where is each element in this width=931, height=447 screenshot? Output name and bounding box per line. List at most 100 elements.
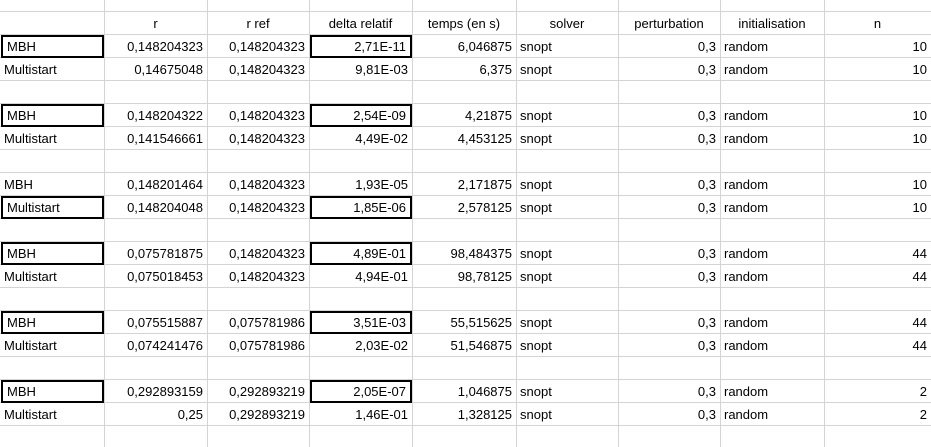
cell-delta-relatif[interactable]: 4,94E-01: [355, 269, 408, 284]
cell-delta-relatif[interactable]: 4,89E-01: [310, 242, 412, 265]
cell-method[interactable]: [0, 150, 104, 173]
cell-delta-relatif[interactable]: [309, 81, 412, 104]
cell-initialisation[interactable]: [720, 150, 824, 173]
cell-method[interactable]: MBH: [1, 35, 104, 58]
cell-method[interactable]: [0, 219, 104, 242]
cell-r[interactable]: 0,148204323: [127, 39, 203, 54]
cell-initialisation[interactable]: random: [724, 269, 769, 284]
cell-perturbation[interactable]: 0,3: [697, 131, 716, 146]
cell-solver[interactable]: snopt: [520, 108, 552, 123]
cell-n[interactable]: 10: [912, 39, 927, 54]
cell-perturbation[interactable]: 0,3: [697, 269, 716, 284]
cell-temps[interactable]: [412, 150, 516, 173]
cell-method[interactable]: MBH: [1, 104, 104, 127]
cell-method[interactable]: Multistart: [4, 407, 57, 422]
cell-solver[interactable]: snopt: [520, 246, 552, 261]
cell-temps[interactable]: [412, 357, 516, 380]
cell-solver[interactable]: snopt: [520, 315, 552, 330]
header-cell-perturbation[interactable]: perturbation: [634, 16, 704, 31]
cell-r[interactable]: 0,148204048: [127, 200, 203, 215]
cell-r-ref[interactable]: 0,148204323: [229, 246, 305, 261]
cell-method[interactable]: Multistart: [1, 196, 104, 219]
header-cell-method[interactable]: [0, 12, 104, 35]
cell-n[interactable]: [824, 288, 931, 311]
cell-r-ref[interactable]: 0,148204323: [229, 131, 305, 146]
cell-r[interactable]: 0,14675048: [134, 62, 203, 77]
cell-solver[interactable]: snopt: [520, 384, 552, 399]
cell-r[interactable]: 0,074241476: [127, 338, 203, 353]
cell-delta-relatif[interactable]: 2,05E-07: [310, 380, 412, 403]
cell-perturbation[interactable]: [618, 150, 720, 173]
cell-temps[interactable]: 98,484375: [450, 246, 512, 261]
cell-method[interactable]: [0, 81, 104, 104]
cell-delta-relatif[interactable]: 3,51E-03: [310, 311, 412, 334]
cell-initialisation[interactable]: random: [724, 177, 769, 192]
cell-solver[interactable]: snopt: [520, 131, 552, 146]
cell-r-ref[interactable]: [207, 219, 309, 242]
cell-method[interactable]: Multistart: [4, 131, 57, 146]
cell-perturbation[interactable]: 0,3: [697, 39, 716, 54]
cell-initialisation[interactable]: [720, 288, 824, 311]
cell-temps[interactable]: 4,453125: [457, 131, 512, 146]
cell-r-ref[interactable]: 0,292893219: [229, 407, 305, 422]
cell-temps[interactable]: 2,578125: [457, 200, 512, 215]
header-cell-temps[interactable]: temps (en s): [427, 16, 501, 31]
cell-delta-relatif[interactable]: 2,54E-09: [310, 104, 412, 127]
cell-initialisation[interactable]: random: [724, 407, 769, 422]
cell-solver[interactable]: [516, 81, 618, 104]
cell-n[interactable]: 10: [912, 131, 927, 146]
cell-method[interactable]: MBH: [1, 311, 104, 334]
cell-r-ref[interactable]: [207, 81, 309, 104]
cell-perturbation[interactable]: 0,3: [697, 62, 716, 77]
cell-r[interactable]: 0,25: [177, 407, 203, 422]
cell-r-ref[interactable]: 0,148204323: [229, 177, 305, 192]
cell-initialisation[interactable]: [720, 357, 824, 380]
cell-solver[interactable]: [516, 150, 618, 173]
header-cell-n[interactable]: n: [873, 16, 882, 31]
cell-initialisation[interactable]: random: [724, 384, 769, 399]
cell-n[interactable]: 44: [912, 315, 927, 330]
cell-perturbation[interactable]: [618, 81, 720, 104]
header-cell-initialisation[interactable]: initialisation: [738, 16, 806, 31]
cell-temps[interactable]: 4,21875: [465, 108, 512, 123]
cell-r[interactable]: 0,292893159: [127, 384, 203, 399]
cell-initialisation[interactable]: random: [724, 246, 769, 261]
cell-n[interactable]: [824, 150, 931, 173]
cell-solver[interactable]: snopt: [520, 62, 552, 77]
cell-temps[interactable]: [412, 288, 516, 311]
cell-n[interactable]: [824, 219, 931, 242]
cell-temps[interactable]: 1,328125: [457, 407, 512, 422]
cell-delta-relatif[interactable]: 1,93E-05: [355, 177, 408, 192]
cell-r[interactable]: [104, 150, 207, 173]
cell-temps[interactable]: 55,515625: [450, 315, 512, 330]
cell-temps[interactable]: 6,375: [479, 62, 512, 77]
cell-perturbation[interactable]: [618, 357, 720, 380]
cell-r[interactable]: 0,148204322: [127, 108, 203, 123]
cell-r[interactable]: [104, 288, 207, 311]
cell-method[interactable]: Multistart: [4, 269, 57, 284]
cell-delta-relatif[interactable]: 2,03E-02: [355, 338, 408, 353]
cell-r-ref[interactable]: 0,292893219: [229, 384, 305, 399]
cell-solver[interactable]: snopt: [520, 39, 552, 54]
cell-r-ref[interactable]: 0,075781986: [229, 338, 305, 353]
cell-n[interactable]: 44: [912, 338, 927, 353]
header-cell-r-ref[interactable]: r ref: [246, 16, 270, 31]
cell-method[interactable]: MBH: [1, 380, 104, 403]
cell-perturbation[interactable]: [618, 219, 720, 242]
cell-perturbation[interactable]: 0,3: [697, 177, 716, 192]
cell-perturbation[interactable]: 0,3: [697, 384, 716, 399]
cell-method[interactable]: MBH: [4, 177, 33, 192]
cell-solver[interactable]: snopt: [520, 338, 552, 353]
cell-r-ref[interactable]: 0,148204323: [229, 269, 305, 284]
cell-delta-relatif[interactable]: [309, 357, 412, 380]
cell-perturbation[interactable]: [618, 288, 720, 311]
cell-delta-relatif[interactable]: [309, 288, 412, 311]
cell-solver[interactable]: snopt: [520, 269, 552, 284]
cell-r-ref[interactable]: [207, 150, 309, 173]
cell-n[interactable]: 44: [912, 246, 927, 261]
cell-n[interactable]: 10: [912, 62, 927, 77]
cell-method[interactable]: Multistart: [4, 338, 57, 353]
cell-solver[interactable]: [516, 219, 618, 242]
cell-r[interactable]: [104, 219, 207, 242]
